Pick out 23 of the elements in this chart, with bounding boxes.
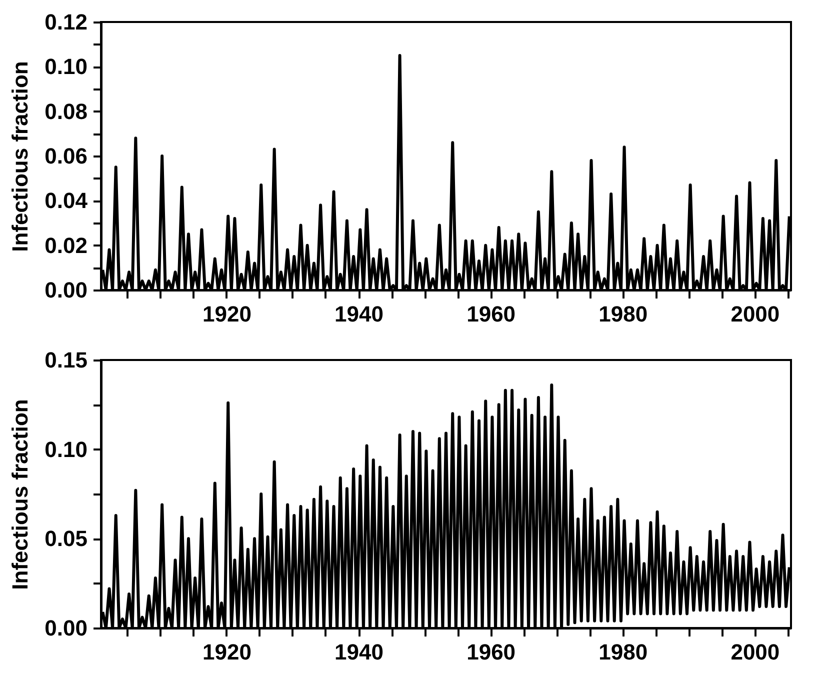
y-tick-label: 0.00	[44, 616, 88, 640]
x-tick-label: 1920	[202, 640, 252, 664]
y-tick-label: 0.04	[44, 188, 88, 214]
y-tick-label: 0.12	[44, 10, 88, 34]
x-tick-label: 1940	[334, 640, 384, 664]
y-tick-label: 0.10	[44, 436, 88, 462]
y-tick-label: 0.00	[44, 278, 88, 302]
y-tick-label: 0.06	[44, 144, 88, 168]
x-tick-label: 2000	[730, 640, 780, 664]
x-tick-label: 2000	[730, 302, 780, 326]
y-tick-label: 0.02	[44, 232, 88, 258]
x-tick-label: 1980	[598, 302, 648, 326]
y-tick-label: 0.15	[44, 348, 88, 372]
y-tick-label: 0.08	[44, 98, 88, 124]
y-axis-title: Infectious fraction	[8, 399, 33, 590]
x-tick-label: 1960	[466, 640, 516, 664]
x-tick-label: 1980	[598, 640, 648, 664]
x-tick-label: 1960	[466, 302, 516, 326]
y-tick-label: 0.05	[44, 526, 88, 552]
y-tick-label: 0.10	[44, 54, 88, 80]
x-tick-label: 1920	[202, 302, 252, 326]
x-tick-label: 1940	[334, 302, 384, 326]
y-axis-title: Infectious fraction	[8, 61, 33, 252]
